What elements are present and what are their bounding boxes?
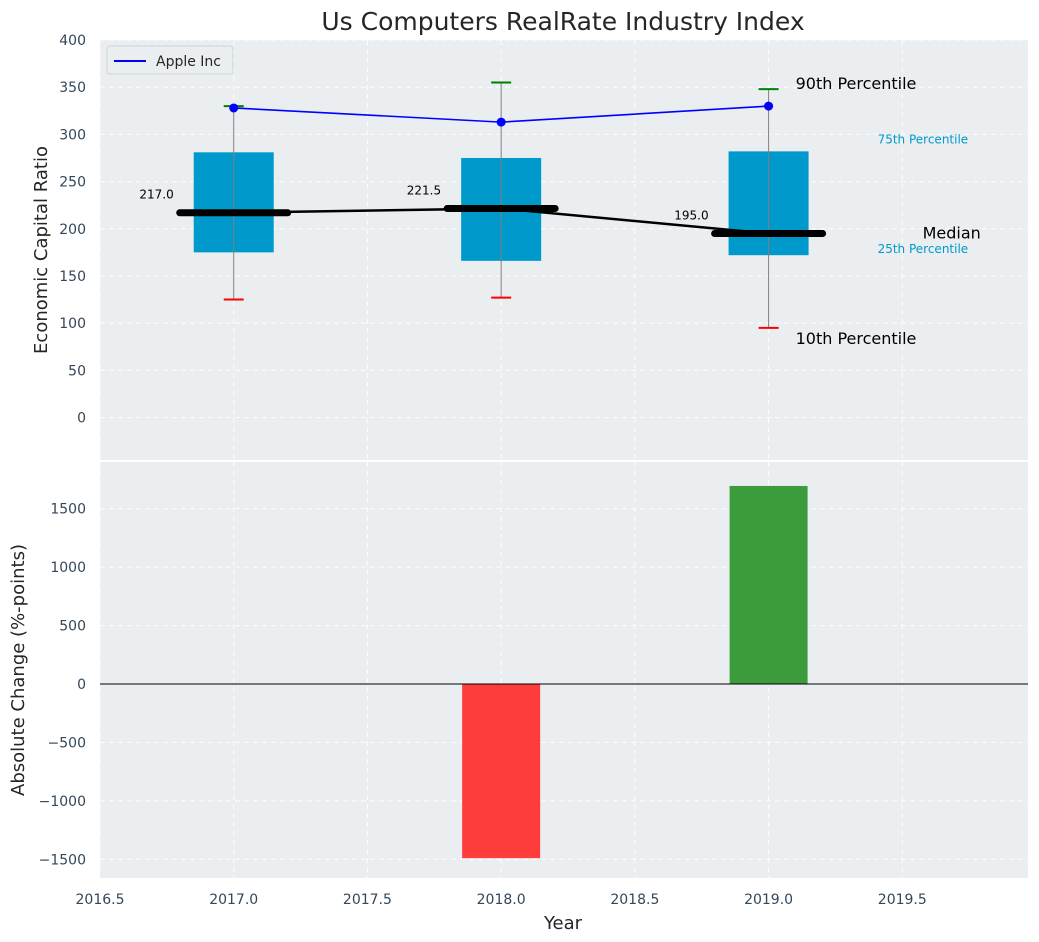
x-tick-label: 2018.5 [610, 892, 659, 908]
x-tick-labels: 2016.5 2017.0 2017.5 2018.0 2018.5 2019.0 2019… [76, 892, 927, 908]
bottom-y-tick-label: −500 [48, 735, 86, 751]
x-tick-label: 2019.0 [744, 892, 793, 908]
x-tick-label: 2017.5 [343, 892, 392, 908]
median-value-label: 195.0 [674, 208, 708, 222]
bottom-y-tick-label: −1500 [39, 852, 86, 868]
bottom-y-tick-label: 1500 [50, 502, 86, 518]
median-trend-line [233, 207, 769, 235]
median-value-label: 217.0 [139, 188, 173, 202]
bottom-y-tick-label: 1000 [50, 560, 86, 576]
x-tick-label: 2019.5 [878, 892, 927, 908]
median-annotation: Median [923, 223, 981, 242]
x-tick-label: 2017.0 [209, 892, 258, 908]
x-tick-label: 2018.0 [477, 892, 526, 908]
median-trend [233, 207, 769, 235]
top-y-tick-label: 200 [59, 222, 86, 238]
change-bars [462, 485, 808, 859]
bottom-y-axis-label: Absolute Change (%-points) [8, 544, 29, 796]
top-y-tick-labels: 0 50 100 150 200 250 300 350 400 [59, 33, 86, 427]
change-bar [729, 485, 808, 685]
x-tick-label: 2016.5 [76, 892, 125, 908]
x-axis-label: Year [543, 913, 583, 934]
company-point [229, 103, 239, 113]
p25-annotation: 25th Percentile [878, 242, 969, 256]
top-y-tick-label: 400 [59, 33, 86, 49]
top-y-tick-label: 150 [59, 269, 86, 285]
bottom-y-tick-label: −1000 [39, 794, 86, 810]
legend-label: Apple Inc [156, 54, 221, 70]
bottom-y-tick-label: 500 [59, 619, 86, 635]
p10-annotation: 10th Percentile [796, 329, 917, 348]
box-plots: 217.0 221.5 195.0 [139, 81, 827, 329]
bottom-y-tick-labels: −1500 −1000 −500 0 500 1000 1500 [39, 502, 86, 869]
top-y-tick-label: 100 [59, 316, 86, 332]
top-y-tick-label: 300 [59, 127, 86, 143]
p75-annotation: 75th Percentile [878, 132, 969, 146]
top-y-tick-label: 350 [59, 80, 86, 96]
bottom-y-tick-label: 0 [77, 677, 86, 693]
company-point [496, 117, 506, 127]
percentile-annotations: 90th Percentile 75th Percentile Median25th… [796, 74, 981, 348]
p90-annotation: 90th Percentile [796, 74, 917, 93]
bottom-plot-area [100, 462, 1028, 878]
median-value-label: 221.5 [407, 183, 441, 197]
chart-title: Us Computers RealRate Industry Index [321, 7, 804, 36]
top-y-tick-label: 250 [59, 175, 86, 191]
company-series [229, 101, 774, 127]
change-bar [462, 684, 541, 859]
top-y-axis-label: Economic Capital Ratio [31, 146, 52, 354]
legend: Apple Inc [106, 45, 234, 75]
top-y-tick-label: 50 [68, 363, 86, 379]
company-point [764, 101, 774, 111]
top-y-tick-label: 0 [77, 411, 86, 427]
box-group: 195.0 [674, 88, 827, 329]
